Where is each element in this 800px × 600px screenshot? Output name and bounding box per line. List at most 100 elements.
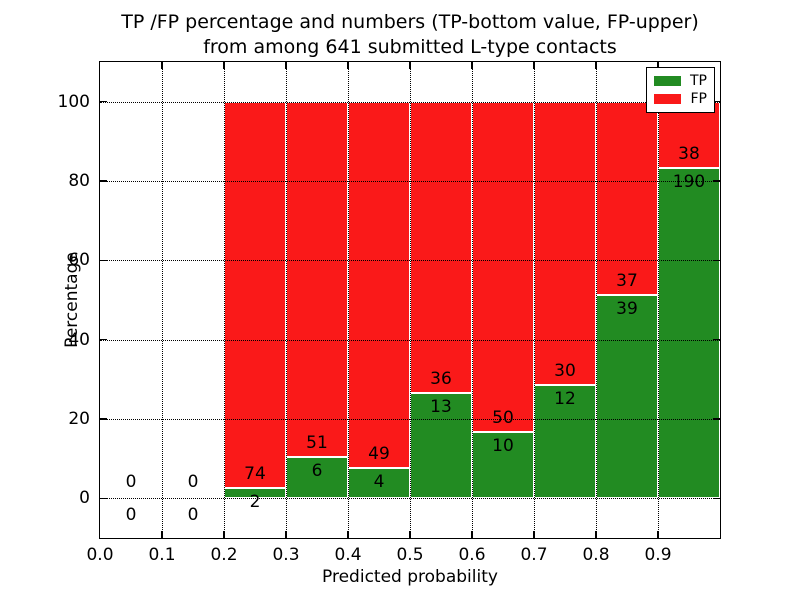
x-gridline	[224, 62, 225, 538]
x-gridline	[596, 62, 597, 538]
legend-item: TP	[654, 73, 707, 89]
y-tick-left	[100, 100, 107, 103]
x-axis-label: Predicted probability	[322, 567, 498, 587]
x-tick-top	[285, 62, 287, 69]
tp-count-label: 39	[616, 298, 638, 319]
x-gridline	[348, 62, 349, 538]
x-tick-bottom	[471, 531, 473, 538]
x-tick-top	[533, 62, 535, 69]
y-tick-left	[100, 259, 107, 262]
tp-count-label: 4	[373, 472, 385, 493]
bar-fp-segment	[224, 101, 286, 488]
legend-item: FP	[654, 91, 707, 107]
x-tick-top	[161, 62, 163, 69]
legend-swatch-fp	[654, 94, 681, 105]
bar-fp-segment	[348, 101, 410, 469]
bar-fp-segment	[472, 101, 534, 433]
x-tick-top	[347, 62, 349, 69]
x-tick-label: 0.9	[644, 545, 672, 565]
bar-tp-segment	[410, 393, 472, 499]
fp-count-label: 36	[430, 369, 452, 390]
y-tick-right	[713, 338, 720, 341]
bar-fp-segment	[286, 101, 348, 457]
x-tick-label: 0.1	[148, 545, 176, 565]
fp-count-label: 74	[244, 463, 266, 484]
x-gridline	[658, 62, 659, 538]
tp-count-label: 10	[492, 436, 514, 457]
tp-count-label: 0	[187, 505, 199, 526]
x-tick-top	[595, 62, 597, 69]
x-tick-label: 0.0	[86, 545, 114, 565]
bar-fp-segment	[410, 101, 472, 394]
x-tick-top	[657, 62, 659, 69]
x-gridline	[472, 62, 473, 538]
legend-label: TP	[690, 72, 707, 89]
tp-count-label: 0	[125, 505, 137, 526]
x-tick-label: 0.5	[396, 545, 424, 565]
tp-count-label: 2	[249, 491, 261, 512]
legend-swatch-tp	[654, 75, 681, 86]
x-tick-label: 0.8	[582, 545, 610, 565]
x-gridline	[410, 62, 411, 538]
fp-count-label: 0	[187, 472, 199, 493]
y-tick-right	[713, 100, 720, 103]
y-tick-label: 100	[57, 91, 90, 112]
x-tick-top	[223, 62, 225, 69]
x-gridline	[162, 62, 163, 538]
x-tick-bottom	[223, 531, 225, 538]
fp-count-label: 38	[678, 143, 700, 164]
y-tick-label: 0	[79, 488, 90, 509]
tp-count-label: 6	[311, 460, 323, 481]
legend-label: FP	[690, 91, 708, 108]
x-tick-label: 0.4	[334, 545, 362, 565]
bar-tp-segment	[348, 468, 410, 499]
bar-tp-segment	[534, 385, 596, 499]
x-tick-bottom	[347, 531, 349, 538]
x-tick-top	[471, 62, 473, 69]
y-tick-right	[713, 418, 720, 420]
y-tick-left	[100, 497, 107, 500]
x-tick-bottom	[533, 531, 535, 538]
fp-count-label: 49	[368, 444, 390, 465]
x-tick-bottom	[285, 531, 287, 538]
x-tick-label: 0.3	[272, 545, 300, 565]
y-tick-right	[713, 180, 720, 182]
bar-tp-segment	[472, 432, 534, 499]
x-tick-label: 0.6	[458, 545, 486, 565]
chart-title-line2: from among 641 submitted L-type contacts	[203, 36, 617, 58]
y-tick-left	[100, 418, 107, 420]
x-tick-label: 0.7	[520, 545, 548, 565]
x-tick-bottom	[657, 531, 659, 538]
y-tick-label: 80	[68, 171, 90, 191]
chart-title: TP /FP percentage and numbers (TP-bottom…	[100, 10, 720, 60]
fp-count-label: 30	[554, 361, 576, 381]
chart-title-line1: TP /FP percentage and numbers (TP-bottom…	[121, 11, 699, 33]
bar-fp-segment	[534, 101, 596, 385]
bar-tp-segment	[596, 294, 658, 499]
x-tick-bottom	[161, 531, 163, 538]
x-tick-label: 0.2	[210, 545, 238, 565]
bar-fp-segment	[596, 101, 658, 295]
fp-count-label: 0	[125, 472, 137, 493]
fp-count-label: 37	[616, 270, 638, 291]
bar-tp-segment	[286, 456, 348, 499]
fp-count-label: 51	[306, 432, 328, 453]
tp-count-label: 190	[672, 171, 706, 192]
tp-count-label: 12	[554, 389, 576, 409]
x-gridline	[534, 62, 535, 538]
y-tick-label: 20	[68, 409, 90, 429]
x-gridline	[286, 62, 287, 538]
tp-count-label: 13	[430, 397, 452, 418]
plot-area: TP FP 0 0 0 0 74 2 51 6 49 4 36 13 50 10 30 12 37 39 38 190	[99, 61, 721, 539]
y-tick-left	[100, 338, 107, 341]
x-tick-bottom	[595, 531, 597, 538]
bar-tp-segment	[658, 167, 720, 499]
x-tick-top	[409, 62, 411, 69]
y-tick-right	[713, 497, 720, 500]
fp-count-label: 50	[492, 408, 514, 429]
x-tick-bottom	[409, 531, 411, 538]
y-tick-label: 40	[68, 329, 90, 350]
legend: TP FP	[646, 67, 715, 113]
y-tick-label: 60	[68, 250, 90, 271]
